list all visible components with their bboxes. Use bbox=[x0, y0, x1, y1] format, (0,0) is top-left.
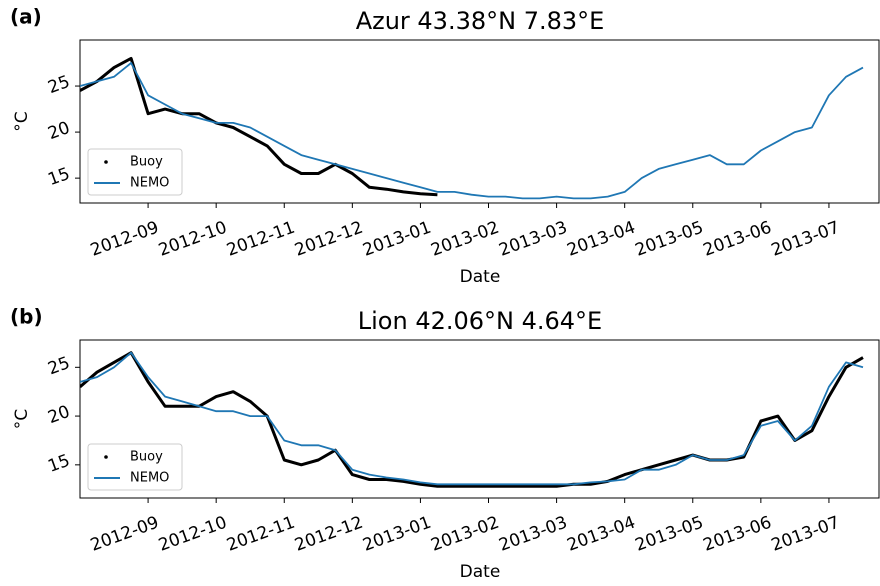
x-tick-label: 2013-02 bbox=[428, 218, 502, 261]
x-tick-label: 2012-11 bbox=[224, 218, 298, 261]
x-tick-label: 2012-11 bbox=[224, 513, 298, 556]
panel-label: (b) bbox=[10, 305, 43, 329]
x-tick-label: 2013-05 bbox=[633, 513, 707, 556]
x-tick-label: 2012-12 bbox=[292, 218, 366, 261]
x-tick-label: 2013-01 bbox=[360, 218, 434, 261]
y-tick-label: 20 bbox=[45, 402, 72, 428]
series-line bbox=[80, 351, 864, 486]
x-tick-label: 2013-03 bbox=[496, 218, 570, 261]
series-line bbox=[80, 56, 438, 197]
x-tick-label: 2012-12 bbox=[292, 513, 366, 556]
x-tick-label: 2013-07 bbox=[769, 513, 843, 556]
x-axis-label: Date bbox=[460, 562, 501, 582]
series-line bbox=[80, 62, 864, 200]
plot-frame bbox=[79, 39, 880, 204]
legend-label: Buoy bbox=[130, 450, 163, 465]
x-tick-label: 2012-10 bbox=[156, 218, 230, 261]
panel-label: (a) bbox=[10, 5, 42, 29]
x-tick-label: 2013-02 bbox=[428, 513, 502, 556]
y-tick-label: 25 bbox=[45, 72, 72, 98]
x-tick-label: 2012-09 bbox=[88, 218, 162, 261]
y-axis-label: °C bbox=[12, 111, 32, 131]
chart-title: Lion 42.06°N 4.64°E bbox=[358, 307, 602, 335]
legend-label: NEMO bbox=[130, 176, 169, 191]
y-tick-label: 15 bbox=[45, 164, 72, 190]
x-tick-label: 2012-10 bbox=[156, 513, 230, 556]
x-tick-label: 2013-01 bbox=[360, 513, 434, 556]
x-tick-label: 2013-04 bbox=[565, 218, 639, 261]
x-tick-label: 2013-06 bbox=[701, 218, 775, 261]
y-tick-label: 20 bbox=[45, 118, 72, 144]
y-axis-label: °C bbox=[12, 409, 32, 429]
plot-frame bbox=[79, 339, 880, 499]
x-tick-label: 2013-04 bbox=[565, 513, 639, 556]
x-tick-label: 2013-07 bbox=[769, 218, 843, 261]
x-tick-label: 2013-05 bbox=[633, 218, 707, 261]
chart-title: Azur 43.38°N 7.83°E bbox=[356, 7, 605, 35]
x-axis-label: Date bbox=[460, 267, 501, 287]
series-line bbox=[80, 351, 864, 488]
y-tick-label: 25 bbox=[45, 353, 72, 379]
legend-swatch bbox=[104, 160, 108, 164]
x-tick-label: 2013-03 bbox=[496, 513, 570, 556]
legend-swatch bbox=[104, 455, 108, 459]
legend-label: NEMO bbox=[130, 471, 169, 486]
legend-label: Buoy bbox=[130, 155, 163, 170]
x-tick-label: 2013-06 bbox=[701, 513, 775, 556]
x-tick-label: 2012-09 bbox=[88, 513, 162, 556]
y-tick-label: 15 bbox=[45, 451, 72, 477]
